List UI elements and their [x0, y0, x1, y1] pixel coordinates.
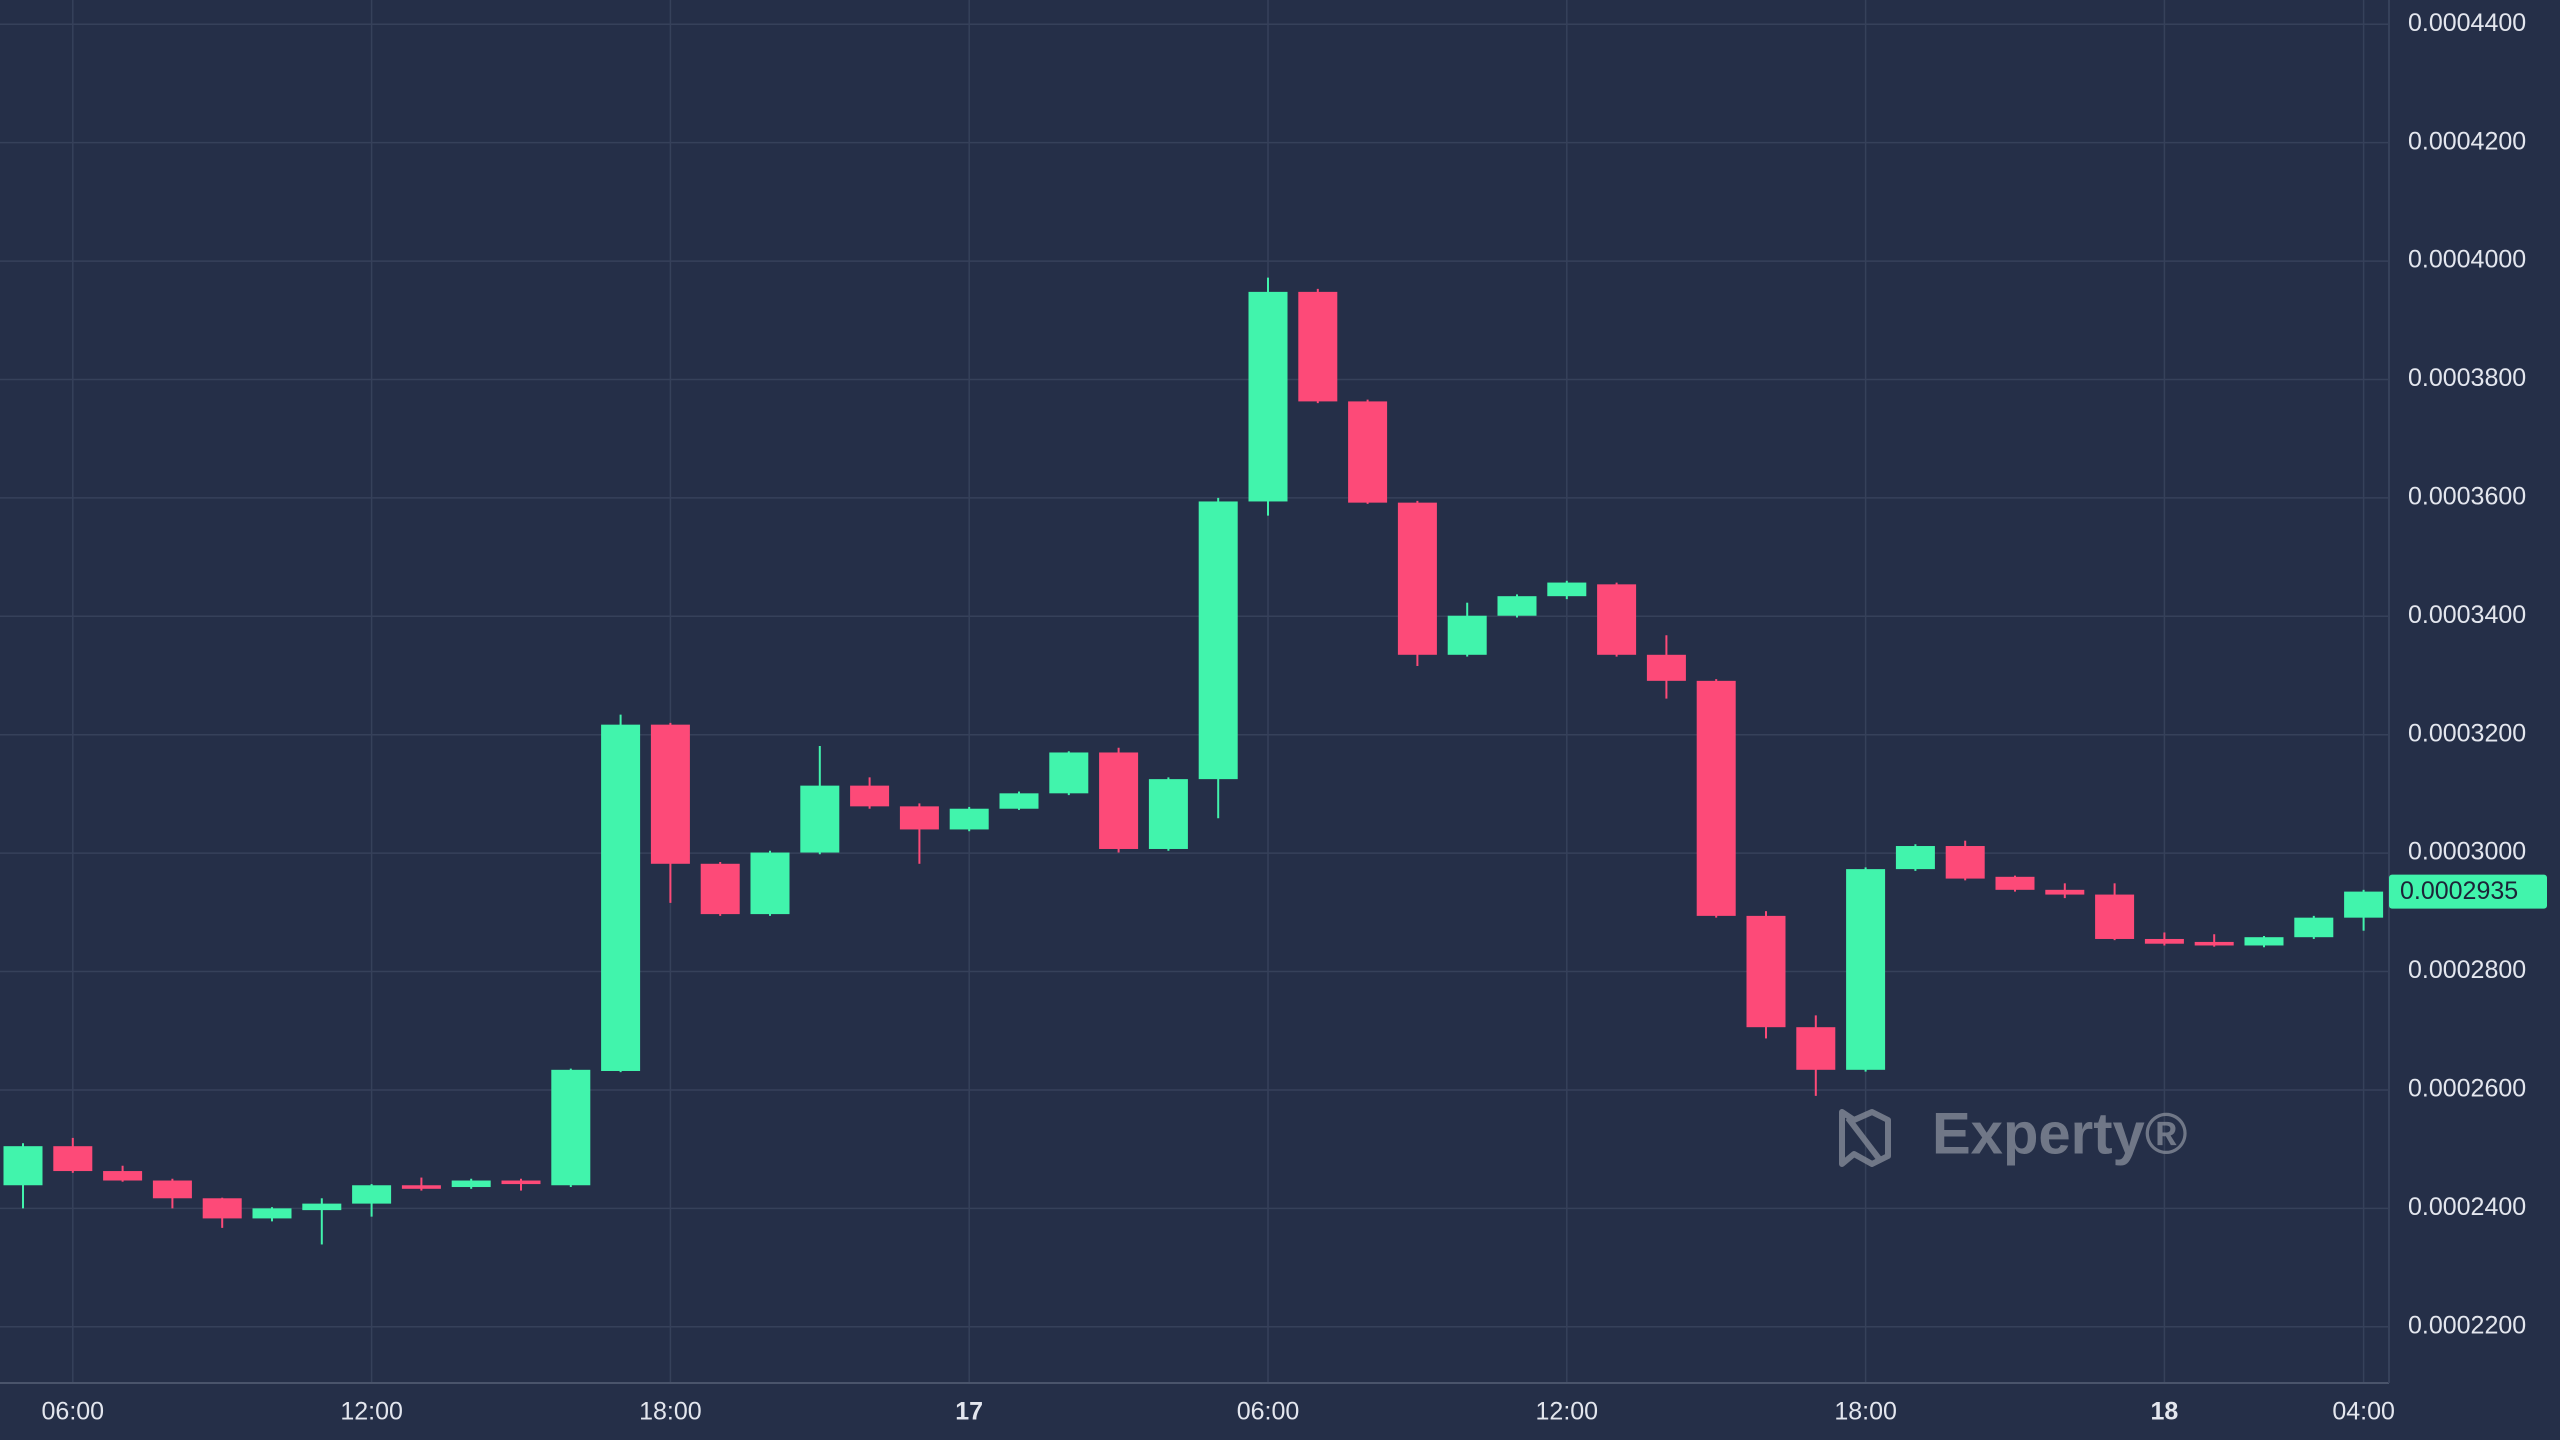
x-tick-label: 06:00 — [1237, 1398, 1300, 1426]
candle-body — [2344, 891, 2384, 918]
candle-body — [1895, 846, 1935, 870]
candles — [3, 277, 2384, 1245]
candle-body — [103, 1171, 143, 1181]
candle-body — [1547, 582, 1587, 597]
candle-body — [1497, 596, 1537, 616]
candle-body — [1148, 779, 1188, 849]
candle-body — [1995, 876, 2035, 890]
watermark-logo — [1839, 1109, 1891, 1167]
candle-body — [2095, 894, 2135, 939]
candle-body — [2294, 917, 2334, 938]
candle-body — [999, 793, 1039, 809]
y-tick-label: 0.0003000 — [2408, 838, 2526, 866]
watermark: Experty® — [1839, 1101, 2188, 1167]
candle-body — [1099, 752, 1139, 849]
y-tick-label: 0.0002600 — [2408, 1075, 2526, 1103]
candle-body — [1646, 654, 1686, 681]
candle-body — [1846, 869, 1886, 1070]
last-price-box — [2389, 874, 2547, 909]
x-tick-label: 12:00 — [340, 1398, 403, 1426]
y-tick-label: 0.0004400 — [2408, 9, 2526, 37]
candle-body — [899, 806, 939, 830]
y-tick-label: 0.0003200 — [2408, 719, 2526, 747]
candle-body — [53, 1146, 93, 1172]
candle-body — [1348, 401, 1388, 503]
y-tick-label: 0.0003600 — [2408, 483, 2526, 511]
candle-body — [2144, 938, 2184, 944]
candle-body — [750, 852, 790, 915]
x-tick-label: 18 — [2150, 1398, 2178, 1426]
candle-body — [949, 808, 989, 830]
candle-body — [152, 1180, 192, 1199]
watermark-text: Experty® — [1932, 1101, 2188, 1166]
candle-body — [202, 1198, 242, 1219]
grid — [0, 0, 2389, 1383]
y-tick-label: 0.0004000 — [2408, 246, 2526, 274]
y-tick-label: 0.0003800 — [2408, 364, 2526, 392]
candle-body — [1796, 1027, 1836, 1070]
candle-body — [850, 785, 890, 807]
candle-body — [1248, 291, 1288, 502]
axes: 0.0002200 0.0002400 0.0002600 0.0002800 0.00… — [42, 9, 2547, 1426]
x-tick-label: 18:00 — [639, 1398, 702, 1426]
candle-body — [551, 1069, 591, 1186]
candle-body — [451, 1180, 491, 1188]
last-price-label: 0.0002935 — [2400, 877, 2518, 905]
watermark-logo-stroke — [1845, 1116, 1883, 1162]
candle-body — [700, 863, 740, 915]
x-tick-label: 18:00 — [1834, 1398, 1897, 1426]
candle-body — [3, 1146, 43, 1186]
candle-body — [1746, 915, 1786, 1028]
y-tick-label: 0.0002200 — [2408, 1311, 2526, 1339]
candle-body — [501, 1180, 541, 1185]
candle-body — [1447, 615, 1487, 655]
candle-body — [1298, 291, 1338, 402]
candle-body — [2045, 889, 2085, 895]
candle-body — [401, 1185, 441, 1189]
candle-body — [1945, 846, 1985, 879]
y-tick-label: 0.0002400 — [2408, 1193, 2526, 1221]
candle-body — [1198, 501, 1238, 780]
candle-body — [1049, 752, 1089, 794]
candle-body — [1597, 584, 1637, 655]
x-tick-label: 06:00 — [42, 1398, 105, 1426]
candle-body — [800, 785, 840, 853]
candle-body — [601, 724, 641, 1071]
candle-body — [352, 1185, 392, 1204]
y-tick-label: 0.0002800 — [2408, 956, 2526, 984]
candle-body — [302, 1203, 342, 1211]
candle-body — [650, 724, 690, 864]
candle-body — [2194, 941, 2234, 946]
x-tick-label: 17 — [955, 1398, 983, 1426]
candle-body — [2244, 937, 2284, 946]
candle-body — [1397, 502, 1437, 655]
y-tick-label: 0.0004200 — [2408, 127, 2526, 155]
x-tick-label: 12:00 — [1536, 1398, 1599, 1426]
x-tick-label: 04:00 — [2332, 1398, 2395, 1426]
y-tick-label: 0.0003400 — [2408, 601, 2526, 629]
candle-body — [252, 1208, 292, 1219]
candle-body — [1696, 680, 1736, 916]
